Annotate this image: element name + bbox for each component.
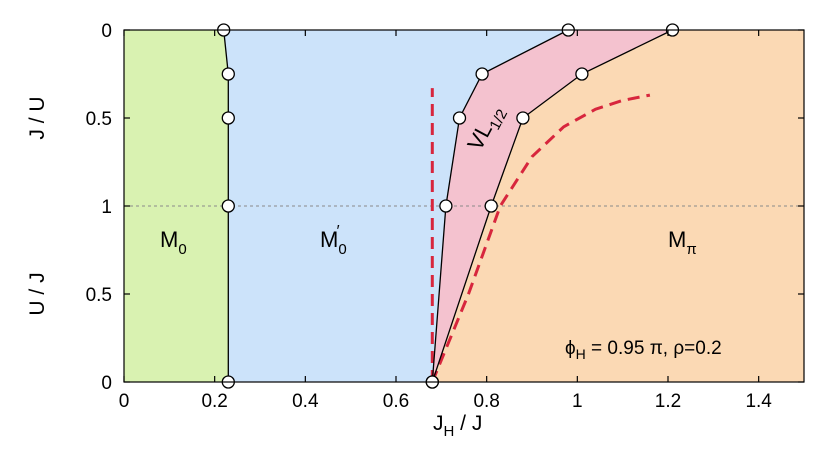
boundary-1-point-4 — [221, 199, 235, 213]
y-tick-label: 0 — [101, 21, 112, 42]
y-tick-label: 1 — [101, 197, 112, 218]
dashed-curve-2 — [430, 93, 651, 382]
region-label-m0-prime: M0′ — [320, 223, 347, 258]
x-tick-label: 1 — [572, 391, 583, 412]
region-vl-half — [432, 30, 673, 382]
boundary-2-point-3 — [452, 111, 467, 125]
y-tick-label: 0.5 — [86, 109, 112, 130]
parameter-annotation: ϕH = 0.95 π, ρ=0.2 — [565, 338, 722, 362]
x-tick-label: 1.4 — [745, 391, 772, 412]
x-tick-label: 1.2 — [655, 391, 681, 412]
boundary-1-point-2 — [221, 67, 235, 81]
x-tick-label: 0.4 — [292, 391, 319, 412]
x-tick-label: 0 — [119, 391, 130, 412]
y-axis-title-bottom: U / J — [26, 272, 49, 315]
x-tick-label: 0.8 — [473, 391, 499, 412]
boundary-3-point-2 — [575, 67, 589, 81]
y-axis-title-top: J / U — [26, 96, 49, 139]
x-tick-label: 0.2 — [201, 391, 227, 412]
y-tick-label: 0 — [101, 373, 112, 394]
y-tick-label: 0.5 — [86, 285, 112, 306]
boundary-2-point-2 — [475, 67, 489, 81]
x-axis-title: JH / J — [433, 412, 482, 440]
boundary-3-point-3 — [516, 111, 530, 125]
region-label-m0: M0 — [160, 227, 187, 258]
region-label-m-pi: Mπ — [668, 227, 697, 258]
boundary-3-point-4 — [484, 199, 498, 213]
region-m0 — [124, 30, 229, 382]
boundary-1-point-3 — [221, 111, 235, 125]
boundary-2-point-4 — [439, 199, 453, 213]
x-tick-label: 0.6 — [383, 391, 409, 412]
